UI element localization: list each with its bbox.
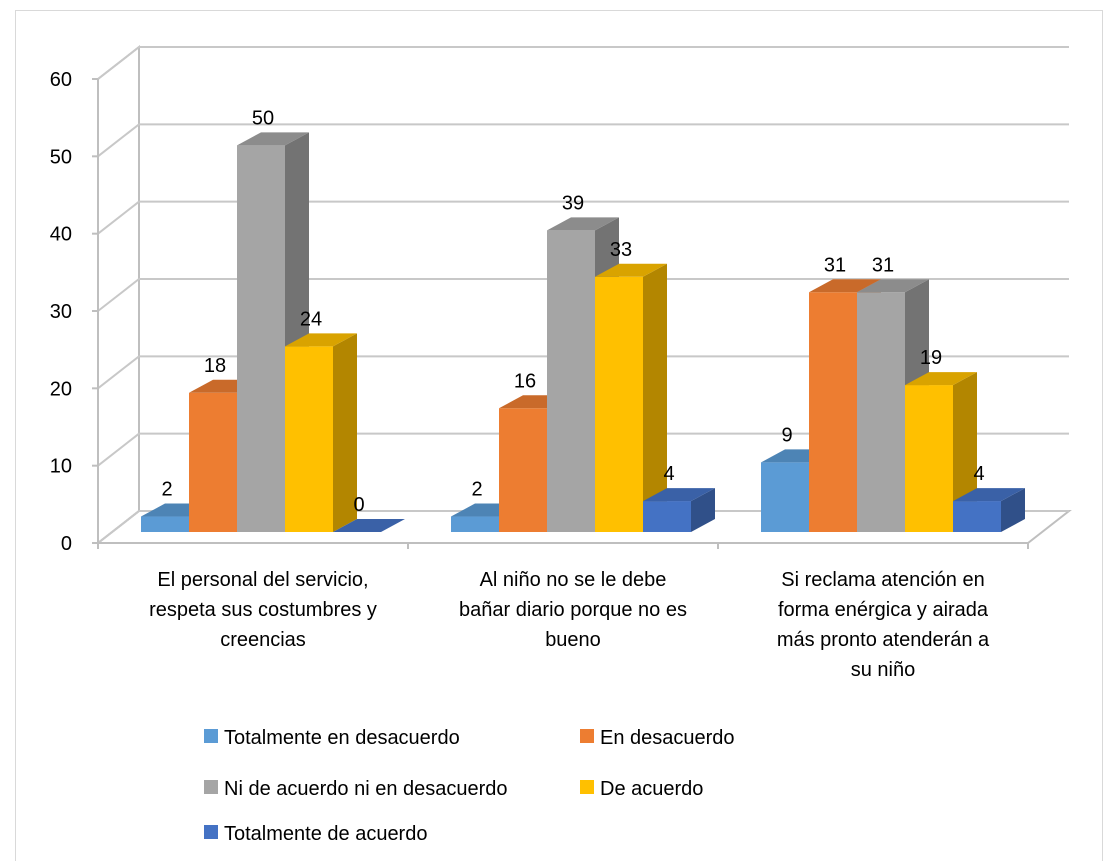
legend-label: Ni de acuerdo ni en desacuerdo [224,778,508,800]
data-label: 9 [781,424,792,446]
bar [285,333,357,532]
legend-swatch [580,780,594,794]
data-label: 33 [610,239,632,261]
legend-item: De acuerdo [580,778,703,800]
bar-front [953,501,1001,532]
y-tick-label: 50 [50,146,72,168]
legend-label: Totalmente de acuerdo [224,823,427,845]
y-tick-label: 30 [50,301,72,323]
bar-front [643,501,691,532]
data-label: 2 [161,479,172,501]
bar-front [595,277,643,532]
bar-front [905,385,953,532]
y-tick-label: 10 [50,456,72,478]
category-label: Si reclama atención en forma enérgica y a… [777,569,990,681]
legend-label: De acuerdo [600,778,703,800]
data-label: 0 [353,494,364,516]
bar-front [547,230,595,532]
legend-swatch [204,780,218,794]
category-label: Al niño no se le debe bañar diario porque… [459,569,687,651]
bar-front [451,517,499,532]
data-label: 2 [471,479,482,501]
bar-front [189,393,237,532]
data-label: 18 [204,355,226,377]
y-tick-labels: 0 10 20 30 40 50 60 [50,69,72,555]
legend-item: Ni de acuerdo ni en desacuerdo [204,778,508,800]
gridline [98,47,1069,79]
y-tick-label: 0 [61,533,72,555]
bar-front [857,292,905,532]
legend-swatch [204,729,218,743]
data-label: 50 [252,107,274,129]
bar [595,264,667,532]
bar-front [285,346,333,532]
legend-item: Totalmente en desacuerdo [204,727,460,749]
legend-item: En desacuerdo [580,727,735,749]
data-label: 16 [514,370,536,392]
bar-front [499,408,547,532]
legend: Totalmente en desacuerdo En desacuerdo Ni … [204,727,735,845]
data-label: 31 [824,254,846,276]
bar-front [761,462,809,532]
y-tick-label: 20 [50,378,72,400]
data-label: 31 [872,254,894,276]
legend-label: En desacuerdo [600,727,735,749]
bar-front [237,145,285,532]
data-label: 19 [920,347,942,369]
y-tick-label: 60 [50,69,72,91]
data-label: 4 [663,463,674,485]
legend-swatch [580,729,594,743]
legend-swatch [204,825,218,839]
category-labels: El personal del servicio, respeta sus cos… [149,569,990,681]
legend-label: Totalmente en desacuerdo [224,727,460,749]
data-label: 39 [562,192,584,214]
legend-item: Totalmente de acuerdo [204,823,427,845]
category-label: El personal del servicio, respeta sus cos… [149,569,377,651]
data-label: 24 [300,308,322,330]
data-label: 4 [973,463,984,485]
bar-front [809,292,857,532]
bar-front [141,517,189,532]
y-tick-label: 40 [50,224,72,246]
